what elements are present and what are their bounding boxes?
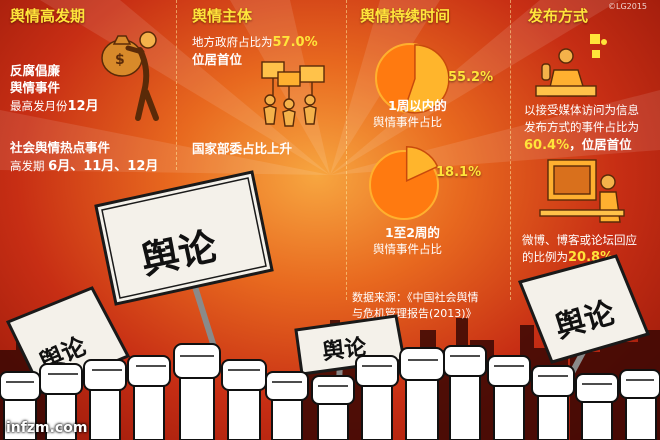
release-text1-line2: 发布方式的事件占比为: [524, 120, 639, 134]
pie2-caption-line1: 1至2周的: [385, 225, 440, 240]
column-divider: [510, 0, 511, 300]
fist-icon: [265, 371, 309, 440]
fist-icon: [355, 355, 399, 440]
peak-item1-detail: 最高发月份12月: [10, 99, 99, 114]
svg-text:$: $: [115, 52, 125, 68]
sign-large: 舆论: [94, 170, 274, 306]
fist-icon: [127, 355, 171, 440]
release-text1-line1: 以接受媒体访问为信息: [524, 103, 639, 117]
pie1-caption-line2: 舆情事件占比: [373, 115, 442, 129]
peak-header: 舆情高发期: [10, 7, 86, 25]
fist-icon: [619, 369, 660, 440]
column-divider: [176, 0, 177, 170]
fist-icon: [0, 371, 41, 440]
fist-icon: [39, 363, 83, 440]
fist-icon: [173, 343, 221, 440]
subject-line2: 位居首位: [192, 52, 243, 67]
fist-icon: [311, 375, 355, 440]
fist-icon: [531, 365, 575, 440]
source-line1: 数据来源：《中国社会舆情: [352, 291, 479, 304]
release-text2: 微博、博客或论坛回应: [522, 233, 637, 247]
pie2-caption-line2: 舆情事件占比: [373, 242, 442, 256]
pie2-data-label: 18.1%: [436, 165, 482, 180]
sign-right: 舆论: [517, 254, 651, 364]
fist-icon: [83, 359, 127, 440]
release-header: 发布方式: [528, 7, 589, 25]
fist-icon: [575, 373, 619, 440]
column-divider: [346, 0, 347, 300]
fist-icon: [443, 345, 487, 440]
pie1-caption-line1: 1周以内的: [388, 98, 447, 113]
peak-item1-title-line2: 舆情事件: [10, 80, 61, 95]
watermark: ©LG2015: [608, 2, 648, 11]
peak-item1-title-line1: 反腐倡廉: [10, 63, 61, 78]
site-logo: infzm.com: [6, 420, 88, 436]
subject-header: 舆情主体: [192, 7, 253, 25]
subject-line1-value: 57.0%: [272, 35, 318, 50]
fist-icon: [487, 355, 531, 440]
pie1-data-label: 55.2%: [448, 70, 494, 85]
duration-header: 舆情持续时间: [360, 7, 451, 25]
pie-2-slice: [405, 146, 439, 182]
peak-item2-detail: 高发期 6月、11月、12月: [10, 159, 159, 174]
release-text1-value: 60.4%: [524, 138, 570, 153]
subject-line3: 国家部委占比上升: [192, 141, 293, 156]
subject-line1: 地方政府占比为57.0%: [192, 35, 318, 50]
peak-item2-title: 社会舆情热点事件: [10, 140, 111, 155]
peak-item2-value: 6月、11月、12月: [48, 159, 159, 174]
fist-icon: [221, 359, 267, 440]
release-text1-line3: 60.4%，位居首位: [524, 137, 632, 153]
fist-icon: [399, 347, 445, 440]
peak-item1-value: 12月: [67, 99, 99, 114]
pie-1-slice: [403, 44, 450, 114]
